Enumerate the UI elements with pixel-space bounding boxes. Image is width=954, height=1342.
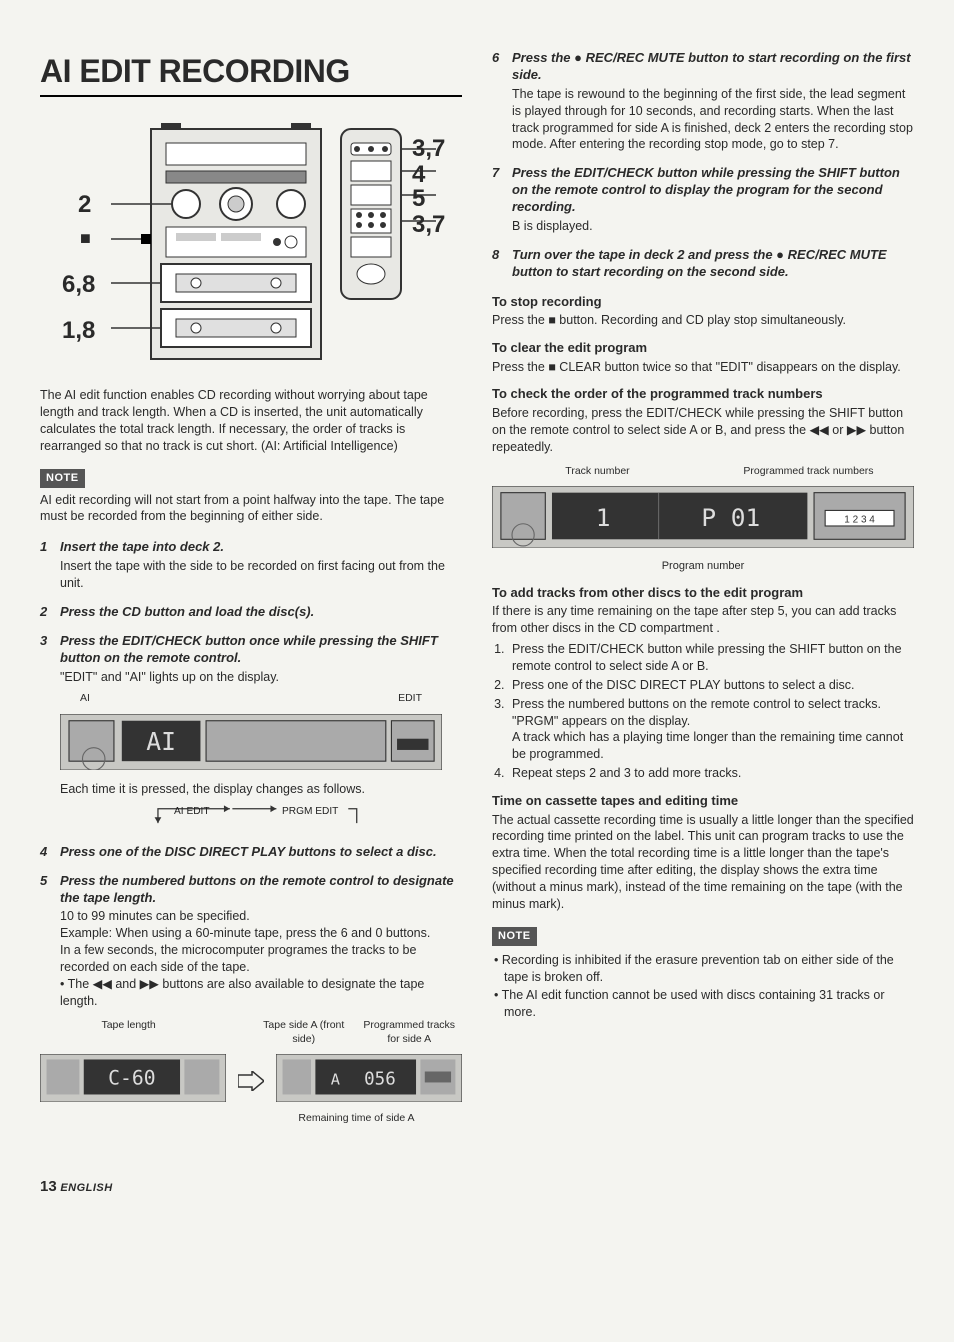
left-note-text: AI edit recording will not start from a … (40, 492, 462, 526)
step-1-head: Insert the tape into deck 2. (60, 539, 224, 556)
svg-text:1: 1 (596, 503, 611, 532)
step-4-head: Press one of the DISC DIRECT PLAY button… (60, 844, 437, 861)
step-5-b4: • The ◀◀ and ▶▶ buttons are also availab… (40, 976, 462, 1010)
step-5-b3: In a few seconds, the microcomputer prog… (40, 942, 462, 976)
check-body: Before recording, press the EDIT/CHECK w… (492, 405, 914, 456)
step-3-num: 3 (40, 633, 54, 667)
svg-text:C-60: C-60 (108, 1067, 155, 1090)
add-steps-list: Press the EDIT/CHECK button while pressi… (492, 641, 914, 782)
right-note-bullets: • Recording is inhibited if the erasure … (492, 952, 914, 1022)
add-i4: Repeat steps 2 and 3 to add more tracks. (512, 766, 741, 780)
stop-head: To stop recording (492, 293, 914, 311)
check-label-l: Track number (513, 464, 682, 478)
clear-head: To clear the edit program (492, 339, 914, 357)
step-7-head: Press the EDIT/CHECK button while pressi… (512, 165, 914, 216)
add-intro: If there is any time remaining on the ta… (492, 603, 914, 637)
svg-text:A: A (331, 1071, 340, 1089)
disp5a-label: Tape length (40, 1018, 217, 1046)
disp5b-top-l: Tape side A (front side) (251, 1018, 357, 1046)
check-label-r: Programmed track numbers (724, 464, 893, 478)
step-2: 2 Press the CD button and load the disc(s… (40, 604, 462, 621)
step-1-num: 1 (40, 539, 54, 556)
step-3-body: "EDIT" and "AI" lights up on the display… (40, 669, 462, 686)
disp-edit-label: EDIT (398, 691, 422, 705)
time-body: The actual cassette recording time is us… (492, 812, 914, 913)
step-4: 4 Press one of the DISC DIRECT PLAY butto… (40, 844, 462, 861)
disp5b-bottom: Remaining time of side A (251, 1111, 462, 1125)
add-i3b: A track which has a playing time longer … (512, 730, 903, 761)
display-diagram-1: AI (60, 714, 442, 775)
step-5: 5Press the numbered buttons on the remot… (40, 873, 462, 1126)
right-note-2: • The AI edit function cannot be used wi… (492, 987, 914, 1021)
disp3-caption: Each time it is pressed, the display cha… (40, 781, 462, 798)
step-1-body: Insert the tape with the side to be reco… (40, 558, 462, 592)
svg-text:AI: AI (146, 727, 176, 756)
svg-text:1 2 3 4: 1 2 3 4 (844, 514, 875, 525)
callout-stop: ■ (80, 226, 91, 250)
svg-text:056: 056 (364, 1070, 396, 1090)
step-6-num: 6 (492, 50, 506, 84)
arrow-icon (238, 1071, 264, 1091)
right-note-1: • Recording is inhibited if the erasure … (492, 952, 914, 986)
page-footer: 13 ENGLISH (40, 1177, 914, 1197)
step-8-head: Turn over the tape in deck 2 and press t… (512, 247, 914, 281)
callout-68: 6,8 (62, 269, 95, 301)
clear-body: Press the ■ CLEAR button twice so that "… (492, 359, 914, 376)
page-title: AI EDIT RECORDING (40, 50, 462, 97)
main-diagram: 3,7 4 5 3,7 2 ■ 6,8 1,8 (40, 109, 462, 369)
step-5-b1: 10 to 99 minutes can be specified. (40, 908, 462, 925)
step-6-body: The tape is rewound to the beginning of … (492, 86, 914, 154)
step-7-body: B is displayed. (492, 218, 914, 235)
right-column: 6Press the ● REC/REC MUTE button to star… (492, 50, 914, 1137)
note-badge-2: NOTE (492, 927, 537, 946)
svg-text:PRGM EDIT: PRGM EDIT (282, 805, 338, 816)
add-head: To add tracks from other discs to the ed… (492, 584, 914, 602)
display-diagram-check: 1 P 01 1 2 3 4 (492, 486, 914, 553)
left-column: AI EDIT RECORDING (40, 50, 462, 1137)
page-number: 13 (40, 1178, 57, 1195)
step-3: 3Press the EDIT/CHECK button once while … (40, 633, 462, 832)
step-2-num: 2 (40, 604, 54, 621)
intro-paragraph: The AI edit function enables CD recordin… (40, 387, 462, 455)
callout-2: 2 (78, 189, 91, 221)
svg-text:AI EDIT: AI EDIT (174, 805, 209, 816)
step-5-head: Press the numbered buttons on the remote… (60, 873, 462, 907)
time-head: Time on cassette tapes and editing time (492, 792, 914, 810)
step-8-num: 8 (492, 247, 506, 281)
svg-text:P 01: P 01 (701, 503, 760, 532)
disp-ai-label: AI (80, 691, 90, 705)
page-language: ENGLISH (60, 1182, 112, 1194)
disp5b-top-r: Programmed tracks for side A (356, 1018, 462, 1046)
display-diagram-2: C-60 A 056 (40, 1054, 462, 1107)
step-2-head: Press the CD button and load the disc(s)… (60, 604, 314, 621)
step-5-b2: Example: When using a 60-minute tape, pr… (40, 925, 462, 942)
step-7-num: 7 (492, 165, 506, 216)
stop-body: Press the ■ button. Recording and CD pla… (492, 312, 914, 329)
add-i3a: Press the numbered buttons on the remote… (512, 697, 881, 728)
flow-diagram: AI EDIT PRGM EDIT (60, 802, 442, 832)
add-i2: Press one of the DISC DIRECT PLAY button… (512, 678, 855, 692)
step-3-head: Press the EDIT/CHECK button once while p… (60, 633, 462, 667)
step-4-num: 4 (40, 844, 54, 861)
step-5-num: 5 (40, 873, 54, 907)
note-badge: NOTE (40, 469, 85, 488)
page-columns: AI EDIT RECORDING (40, 50, 914, 1137)
check-label-bottom: Program number (492, 559, 914, 574)
check-head: To check the order of the programmed tra… (492, 385, 914, 403)
step-6-head: Press the ● REC/REC MUTE button to start… (512, 50, 914, 84)
step-7: 7Press the EDIT/CHECK button while press… (492, 165, 914, 235)
add-i1: Press the EDIT/CHECK button while pressi… (512, 642, 902, 673)
step-6: 6Press the ● REC/REC MUTE button to star… (492, 50, 914, 153)
stereo-diagram-svg (40, 109, 462, 369)
callout-37b: 3,7 (412, 209, 445, 241)
step-8: 8Turn over the tape in deck 2 and press … (492, 247, 914, 281)
callout-18: 1,8 (62, 315, 95, 347)
step-1: 1 Insert the tape into deck 2. Insert the… (40, 539, 462, 592)
